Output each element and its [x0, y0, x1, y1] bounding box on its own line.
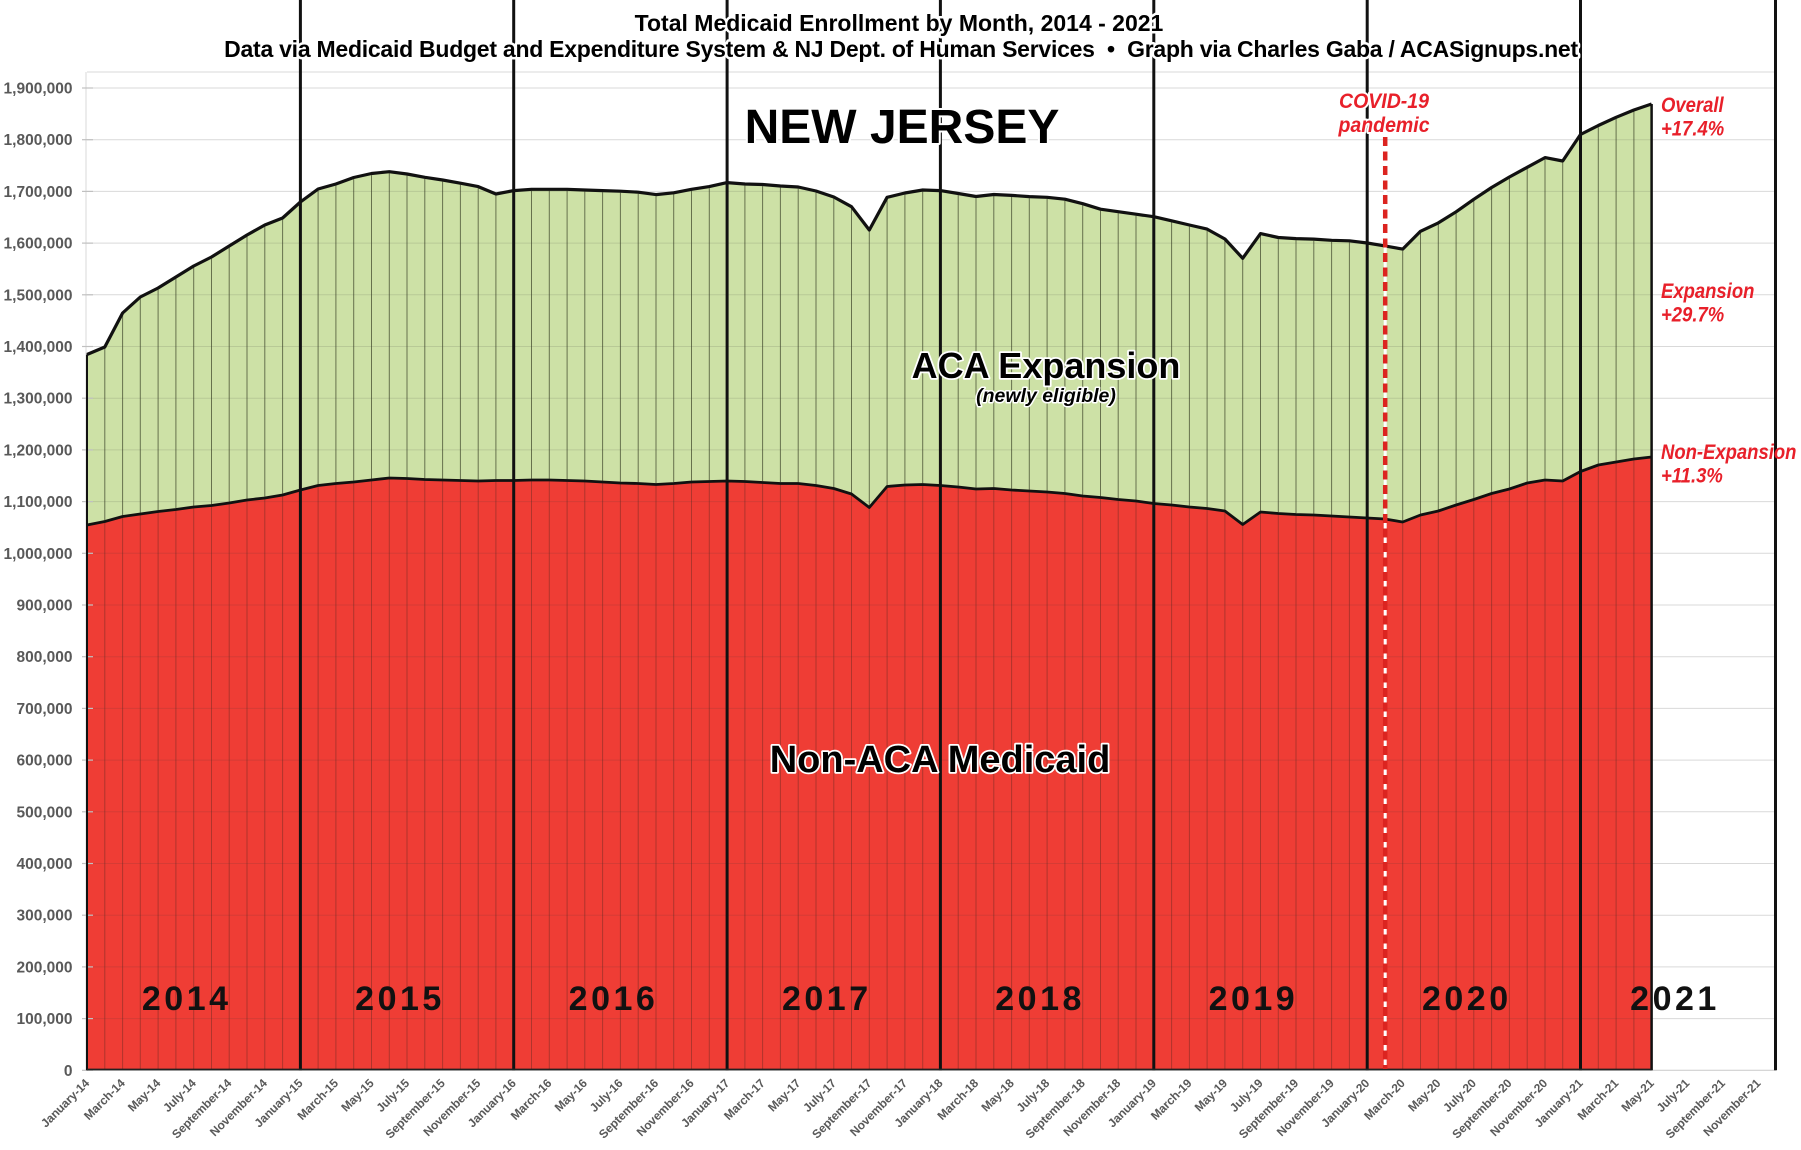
- svg-text:2018: 2018: [995, 980, 1085, 1018]
- svg-text:+11.3%: +11.3%: [1661, 464, 1723, 487]
- svg-text:2016: 2016: [569, 980, 659, 1018]
- svg-text:600,000: 600,000: [16, 753, 72, 770]
- svg-text:0: 0: [64, 1063, 73, 1080]
- svg-text:1,600,000: 1,600,000: [4, 236, 73, 253]
- svg-text:2017: 2017: [782, 980, 872, 1018]
- svg-text:Expansion: Expansion: [1661, 280, 1754, 303]
- svg-text:pandemic: pandemic: [1337, 114, 1429, 137]
- svg-text:100,000: 100,000: [16, 1011, 72, 1028]
- svg-text:1,500,000: 1,500,000: [4, 287, 73, 304]
- svg-text:1,800,000: 1,800,000: [4, 132, 73, 149]
- svg-text:Total Medicaid Enrollment by M: Total Medicaid Enrollment by Month, 2014…: [635, 10, 1164, 36]
- svg-text:NEW JERSEY: NEW JERSEY: [745, 101, 1060, 154]
- svg-text:1,000,000: 1,000,000: [4, 546, 73, 563]
- svg-text:1,300,000: 1,300,000: [4, 391, 73, 408]
- svg-text:1,200,000: 1,200,000: [4, 442, 73, 459]
- svg-text:Data via Medicaid Budget and E: Data via Medicaid Budget and Expenditure…: [224, 36, 1578, 62]
- svg-text:1,900,000: 1,900,000: [4, 81, 73, 98]
- svg-text:1,100,000: 1,100,000: [4, 494, 73, 511]
- svg-text:800,000: 800,000: [16, 649, 72, 666]
- svg-text:Overall: Overall: [1661, 94, 1724, 117]
- svg-text:1,700,000: 1,700,000: [4, 184, 73, 201]
- svg-text:2020: 2020: [1422, 980, 1512, 1018]
- svg-text:200,000: 200,000: [16, 959, 72, 976]
- svg-text:(newly eligible): (newly eligible): [976, 385, 1116, 407]
- svg-text:400,000: 400,000: [16, 856, 72, 873]
- svg-text:2021: 2021: [1630, 980, 1720, 1018]
- svg-text:ACA Expansion: ACA Expansion: [912, 345, 1181, 386]
- svg-text:COVID-19: COVID-19: [1339, 90, 1430, 113]
- svg-text:+17.4%: +17.4%: [1661, 117, 1725, 140]
- svg-text:2019: 2019: [1209, 980, 1299, 1018]
- svg-text:900,000: 900,000: [16, 598, 72, 615]
- svg-text:Non-Expansion: Non-Expansion: [1661, 441, 1796, 464]
- svg-text:2014: 2014: [142, 980, 232, 1018]
- svg-text:2015: 2015: [355, 980, 445, 1018]
- svg-text:Non-ACA Medicaid: Non-ACA Medicaid: [770, 739, 1111, 781]
- svg-text:500,000: 500,000: [16, 804, 72, 821]
- svg-text:300,000: 300,000: [16, 908, 72, 925]
- svg-text:+29.7%: +29.7%: [1661, 303, 1725, 326]
- svg-text:1,400,000: 1,400,000: [4, 339, 73, 356]
- svg-text:700,000: 700,000: [16, 701, 72, 718]
